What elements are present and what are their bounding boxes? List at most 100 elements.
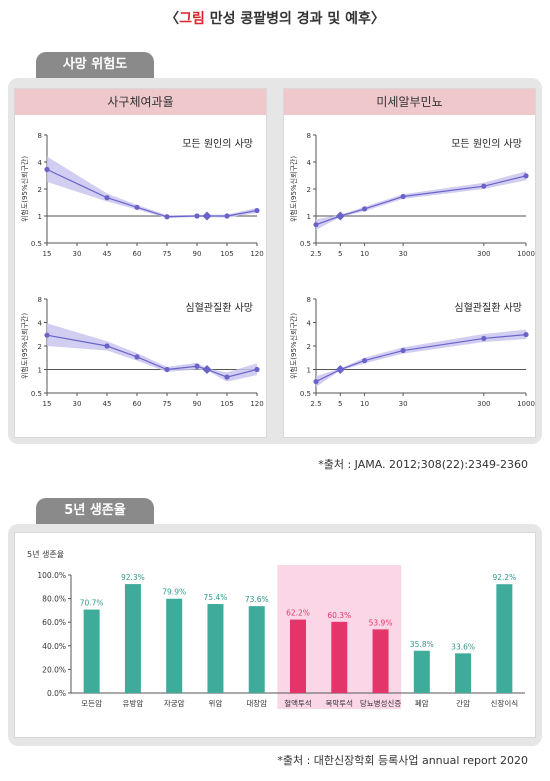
title-bracket-open: 〈 [165, 11, 180, 27]
y-tick-label: 2 [38, 186, 42, 194]
bar-value-label: 35.8% [410, 640, 434, 649]
x-tick-label: 45 [103, 250, 112, 258]
x-tick-label: 30 [399, 250, 408, 258]
bar-value-label: 79.9% [162, 588, 186, 597]
data-point [164, 214, 170, 220]
x-tick-label: 1000 [517, 250, 535, 258]
x-tick-label: 105 [220, 400, 233, 408]
confidence-band [47, 156, 257, 218]
chart-title: 심혈관질환 사망 [185, 301, 253, 314]
y-tick-label: 40.0% [42, 642, 66, 651]
x-tick-label: 15 [43, 400, 52, 408]
risk-line [46, 168, 258, 218]
albuminuria-all-cause-chart: 8 4 2 1 0.5 2.5 5 10 30 300 1000 위험도(95%신뢰구간) 모든 원인의… [289, 132, 535, 258]
albuminuria-card-header: 미세알부민뇨 [284, 89, 535, 115]
survival-card: 5년 생존율 100.0% 80.0% 60.0% 40.0% 20.0% 0.0% 70.7… [14, 532, 536, 738]
y-tick-label: 0.5 [300, 240, 311, 248]
x-tick-label: 75 [163, 250, 172, 258]
risk-line [46, 334, 258, 378]
y-tick-label: 0.5 [31, 240, 42, 248]
bar [290, 619, 306, 693]
data-point [523, 173, 529, 179]
x-tick-label: 60 [133, 400, 142, 408]
title-figure-word: 그림 [179, 11, 205, 27]
category-label: 간암 [456, 698, 470, 708]
category-label: 모든암 [81, 698, 102, 708]
x-tick-label: 10 [360, 400, 369, 408]
reference-marker [335, 211, 345, 221]
y-tick-label: 0.0% [47, 689, 66, 698]
x-tick-label: 90 [193, 250, 202, 258]
y-tick-label: 4 [38, 159, 43, 167]
data-point [164, 366, 170, 373]
y-tick-label: 2 [307, 343, 311, 351]
data-point [134, 204, 140, 210]
y-tick-label: 1 [38, 213, 42, 221]
category-label: 위암 [209, 698, 223, 708]
data-point [313, 378, 319, 385]
y-tick-label: 4 [307, 159, 312, 167]
y-tick-label: 80.0% [42, 595, 66, 604]
data-point [254, 207, 260, 214]
data-point [224, 213, 230, 219]
data-point [44, 166, 50, 173]
data-point [400, 347, 406, 354]
bar [166, 598, 183, 693]
y-axis-label: 5년 생존율 [27, 549, 64, 559]
data-point [254, 366, 260, 373]
bar-value-label: 62.2% [286, 609, 310, 618]
gfr-card-header: 사구체여과율 [15, 89, 266, 115]
bar [83, 609, 100, 693]
y-tick-label: 8 [307, 296, 311, 304]
title-text: 만성 콩팥병의 경과 및 예후 [204, 11, 371, 27]
risk-line [315, 333, 527, 383]
chart-title: 심혈관질환 사망 [454, 301, 522, 314]
confidence-band [316, 329, 526, 387]
y-tick-label: 2 [307, 186, 311, 194]
y-axis-label: 위험도(95%신뢰구간) [20, 156, 29, 222]
y-tick-label: 2 [38, 343, 42, 351]
bar-value-label: 53.9% [369, 618, 393, 627]
category-label: 자궁암 [164, 698, 185, 708]
risk-line [315, 175, 527, 226]
x-tick-label: 90 [193, 400, 202, 408]
y-axis-label: 위험도(95%신뢰구간) [289, 313, 298, 379]
y-tick-label: 1 [38, 367, 42, 375]
category-label: 복막투석 [325, 698, 353, 708]
x-tick-label: 120 [250, 400, 263, 408]
bar-value-label: 73.6% [245, 595, 269, 604]
x-tick-label: 2.5 [310, 400, 321, 408]
x-tick-label: 300 [477, 400, 490, 408]
x-tick-label: 300 [477, 250, 490, 258]
x-tick-label: 5 [338, 250, 342, 258]
data-point [361, 206, 368, 212]
x-tick-label: 1000 [517, 400, 535, 408]
y-tick-label: 4 [38, 320, 43, 328]
data-point [481, 335, 487, 342]
albuminuria-cardiovascular-chart: 8 4 2 1 0.5 2.5 5 10 30 300 1000 위험도(95%신뢰구간) 심혈관질환 … [289, 296, 535, 408]
x-tick-label: 60 [133, 250, 142, 258]
x-tick-label: 105 [220, 250, 233, 258]
chart-title: 모든 원인의 사망 [182, 138, 253, 150]
bar [413, 650, 430, 693]
bar [496, 584, 513, 693]
reference-marker [202, 211, 212, 221]
source-jama: *출처 : JAMA. 2012;308(22):2349-2360 [318, 458, 528, 471]
category-label: 신장이식 [491, 698, 519, 708]
y-tick-label: 8 [307, 132, 311, 140]
bar [124, 584, 141, 693]
data-point [194, 213, 200, 219]
title-bracket-close: 〉 [370, 11, 385, 27]
data-point [224, 374, 230, 380]
section-tab-mortality: 사망 위험도 [36, 52, 154, 78]
x-tick-label: 30 [73, 400, 82, 408]
category-label: 당뇨병성신증 [360, 698, 401, 708]
bar-value-label: 33.6% [451, 642, 475, 651]
x-tick-label: 30 [73, 250, 82, 258]
y-axis-label: 위험도(95%신뢰구간) [20, 313, 29, 379]
data-point [44, 332, 50, 338]
x-tick-label: 5 [338, 400, 342, 408]
x-tick-label: 120 [250, 250, 263, 258]
bar-value-label: 92.2% [492, 573, 516, 582]
y-tick-label: 8 [38, 132, 42, 140]
